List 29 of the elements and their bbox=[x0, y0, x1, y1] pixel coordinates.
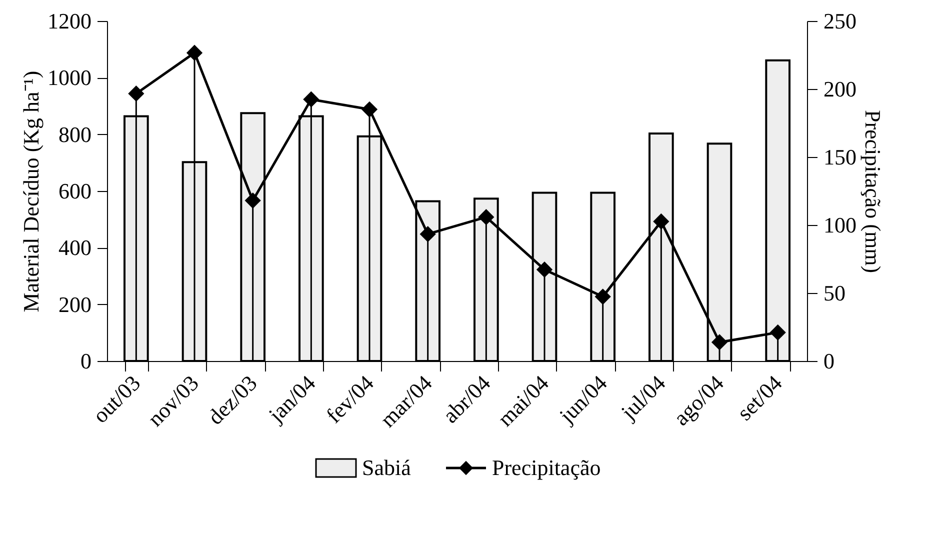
y2-tick-label: 50 bbox=[824, 280, 846, 306]
point bbox=[420, 226, 436, 242]
y-tick-label: 600 bbox=[58, 178, 92, 204]
y2-tick-label: 200 bbox=[824, 76, 856, 102]
y2-tick-label: 100 bbox=[824, 212, 856, 238]
point bbox=[594, 288, 611, 305]
point bbox=[711, 334, 728, 350]
point bbox=[128, 86, 144, 102]
y2-tick-label: 150 bbox=[824, 144, 856, 170]
point bbox=[653, 213, 670, 230]
y-tick-label: 1000 bbox=[48, 65, 92, 90]
point bbox=[186, 44, 203, 61]
y-tick-label: 200 bbox=[58, 292, 92, 317]
legend-label: Sabiá bbox=[362, 455, 412, 480]
legend-label: Precipitação bbox=[492, 455, 601, 480]
y2-tick-label: 250 bbox=[824, 8, 856, 34]
point bbox=[244, 192, 261, 209]
point bbox=[478, 209, 494, 226]
point bbox=[361, 101, 378, 118]
y-axis-title: Material Decíduo (Kg ha⁻¹) bbox=[18, 70, 44, 312]
y-tick-label: 0 bbox=[80, 348, 92, 374]
y-tick-label: 1200 bbox=[48, 8, 92, 34]
y-tick-label: 400 bbox=[58, 235, 92, 260]
point bbox=[303, 91, 320, 108]
point bbox=[770, 324, 786, 340]
y2-tick-label: 0 bbox=[824, 348, 834, 374]
point bbox=[536, 262, 553, 278]
y2-axis-title: Precipitação (mm) bbox=[860, 110, 886, 274]
y-tick-label: 800 bbox=[58, 122, 92, 147]
